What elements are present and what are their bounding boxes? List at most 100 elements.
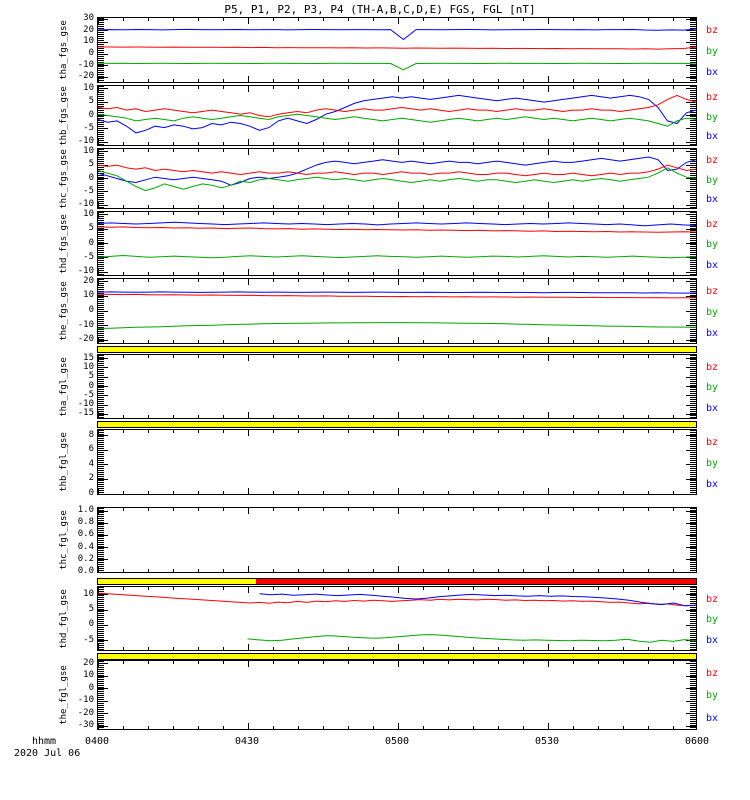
flag-bar-below-thd_fgl_gse: [97, 653, 697, 660]
trace-label-bz: bz: [706, 92, 719, 103]
y-major-tick-icon: [98, 464, 108, 466]
x-major-ticks-top-icon: [98, 279, 696, 285]
y-tick-label: 0: [88, 48, 94, 59]
y-major-tick-icon: [686, 214, 696, 216]
y-major-tick-icon: [98, 325, 108, 327]
y-major-tick-icon: [686, 449, 696, 451]
panel-thb_fgs_gse: 10 5 0 -5 -10 thb_fgs_gse bz by bx: [59, 83, 718, 147]
y-major-tick-icon: [686, 41, 696, 43]
y-major-tick-icon: [98, 76, 108, 78]
y-major-tick-icon: [686, 295, 696, 297]
y-major-tick-icon: [98, 204, 108, 206]
trace-label-bx: bx: [706, 479, 719, 490]
trace-label-by: by: [706, 112, 719, 123]
y-tick-label: -10: [77, 399, 94, 410]
y-major-tick-icon: [686, 609, 696, 611]
y-major-tick-icon: [686, 367, 696, 369]
date-label: 2020 Jul 06: [14, 748, 81, 759]
panel-thd_fgl_gse: 10 5 0 -5 thd_fgl_gse bz by bx: [59, 586, 718, 651]
y-tick-label: 5: [88, 604, 94, 615]
y-major-tick-icon: [98, 101, 108, 103]
y-major-tick-icon: [98, 115, 108, 116]
panel-ylabel: thd_fgs_gse: [59, 213, 69, 274]
y-major-tick-icon: [686, 228, 696, 230]
y-tick-label: 1.0: [77, 505, 94, 516]
trace-by: [97, 322, 697, 329]
trace-bx: [97, 221, 697, 227]
trace-by: [97, 62, 697, 71]
trace-label-by: by: [706, 690, 719, 701]
panel-ylabel: the_fgl_gse: [59, 665, 69, 725]
y-tick-label: 4: [88, 458, 94, 469]
panel-tha_fgl_gse: 15 10 5 0 -5 -10 -15 tha_fgl_gse bz by bx: [59, 353, 718, 419]
flag-bar-above-thd_fgl_gse: [97, 578, 697, 585]
y-major-tick-icon: [686, 594, 696, 596]
x-major-ticks-top-icon: [98, 212, 696, 218]
y-major-tick-icon: [98, 376, 108, 378]
flag-segment: [98, 579, 257, 584]
y-tick-label: 10: [83, 208, 94, 219]
trace-label-bx: bx: [706, 328, 719, 339]
trace-label-by: by: [706, 614, 719, 625]
trace-label-bx: bx: [706, 635, 719, 646]
y-major-tick-icon: [686, 339, 696, 341]
y-major-tick-icon: [686, 257, 696, 259]
x-tick-label: 0400: [84, 736, 110, 747]
y-tick-label: 10: [83, 361, 94, 372]
y-major-tick-icon: [98, 295, 108, 297]
panel-thc_fgs_gse: 10 5 0 -5 -10 thc_fgs_gse bz by bx: [59, 146, 718, 210]
x-tick-label: 0530: [534, 736, 560, 747]
y-major-tick-icon: [98, 435, 108, 437]
y-tick-label: 5: [88, 96, 94, 107]
y-minor-ticks-left-icon: [98, 430, 104, 494]
y-tick-label: -20: [77, 334, 94, 345]
trace-bx: [97, 28, 697, 41]
y-major-tick-icon: [98, 271, 108, 273]
traces-thc_fgs_gse: [97, 156, 697, 192]
y-major-tick-icon: [98, 522, 108, 524]
y-tick-label: -5: [83, 122, 94, 133]
panel-the_fgs_gse: 20 10 0 -10 -20 the_fgs_gse bz by bx: [59, 276, 718, 344]
flag-segment: [98, 347, 696, 352]
y-tick-label: 5: [88, 223, 94, 234]
y-minor-ticks-left-icon: [98, 508, 104, 572]
y-major-tick-icon: [686, 493, 696, 495]
trace-label-bx: bx: [706, 67, 719, 78]
y-major-tick-icon: [686, 65, 696, 67]
y-major-tick-icon: [686, 325, 696, 327]
y-major-tick-icon: [98, 510, 108, 512]
x-major-ticks-top-icon: [98, 661, 696, 667]
y-tick-label: -30: [77, 720, 94, 731]
y-minor-ticks-right-icon: [690, 508, 696, 572]
y-major-tick-icon: [98, 164, 108, 166]
y-tick-label: 20: [83, 657, 94, 668]
y-tick-label: -5: [83, 634, 94, 645]
y-major-tick-icon: [98, 404, 108, 406]
y-major-tick-icon: [686, 88, 696, 90]
y-major-tick-icon: [98, 151, 108, 153]
trace-label-bx: bx: [706, 194, 719, 205]
x-tick-label: 0600: [684, 736, 710, 747]
y-major-tick-icon: [98, 449, 108, 451]
trace-label-bx: bx: [706, 713, 719, 724]
y-major-tick-icon: [98, 395, 108, 397]
y-major-tick-icon: [686, 18, 696, 20]
y-major-tick-icon: [686, 675, 696, 677]
panel-thd_fgs_gse: 10 5 0 -5 -10 thd_fgs_gse bz by bx: [59, 209, 718, 276]
y-major-tick-icon: [98, 624, 108, 626]
y-major-tick-icon: [98, 358, 108, 360]
y-major-tick-icon: [98, 559, 108, 561]
y-tick-label: 0.8: [77, 517, 94, 528]
y-major-tick-icon: [686, 281, 696, 283]
y-major-tick-icon: [686, 624, 696, 626]
y-major-tick-icon: [686, 151, 696, 153]
x-major-ticks-bottom-icon: [98, 723, 696, 729]
y-major-tick-icon: [686, 725, 696, 727]
y-tick-label: 20: [83, 275, 94, 286]
x-major-ticks-bottom-icon: [98, 76, 696, 82]
y-major-tick-icon: [98, 281, 108, 283]
trace-label-by: by: [706, 46, 719, 57]
trace-label-bz: bz: [706, 362, 719, 373]
y-minor-ticks-left-icon: [98, 661, 104, 729]
